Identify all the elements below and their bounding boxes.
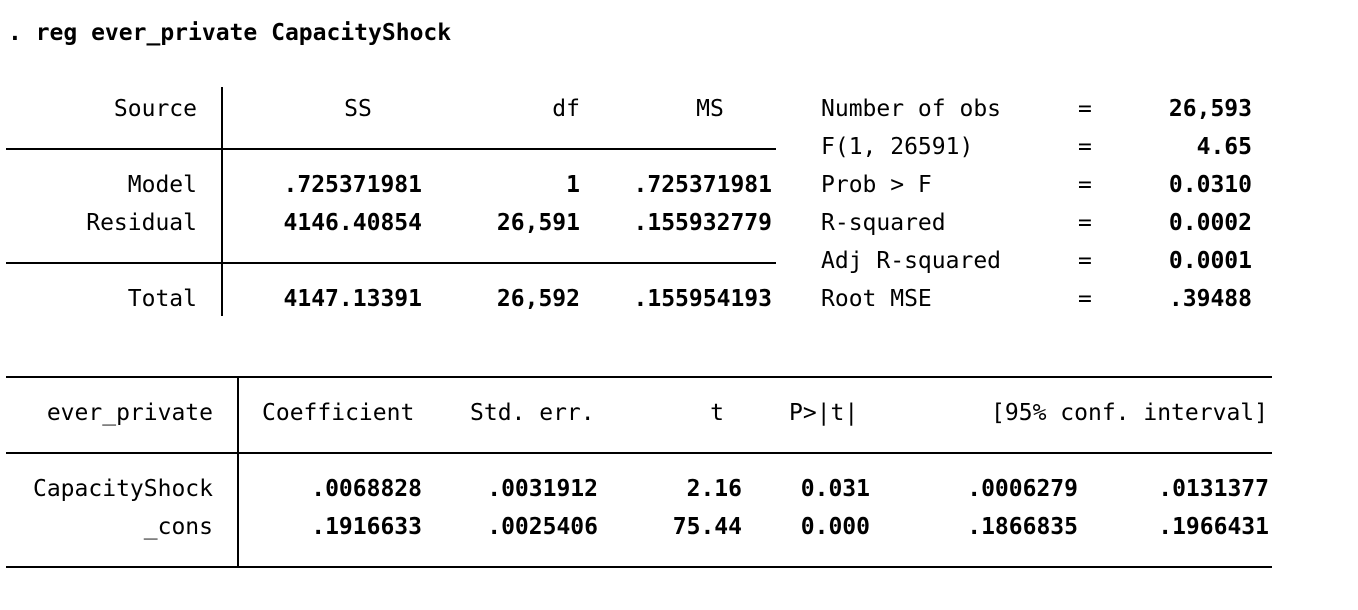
coef-header-rule: [6, 452, 1272, 454]
anova-row-ss: .725371981: [283, 172, 422, 198]
coef-header-p: P>|t|: [789, 400, 859, 426]
stat-label: Number of obs: [821, 96, 1002, 122]
coef-row-ci-high: .0131377: [1158, 476, 1269, 502]
stat-label: F(1, 26591): [821, 134, 974, 160]
anova-header-df: df: [552, 96, 580, 122]
anova-row-label: Model: [127, 172, 197, 198]
command-line: . reg ever_private CapacityShock: [8, 20, 452, 46]
stat-value: 0.0002: [1168, 210, 1252, 236]
coef-row-var: _cons: [143, 514, 213, 540]
anova-vertical-rule: [221, 87, 223, 316]
coef-header-coefficient: Coefficient: [262, 400, 415, 426]
coef-row-p: 0.000: [800, 514, 870, 540]
coef-vertical-rule: [237, 377, 239, 567]
coef-bottom-rule: [6, 566, 1272, 568]
anova-row-ss: 4147.13391: [283, 286, 422, 312]
stat-equals: =: [1078, 96, 1092, 122]
coef-header-depvar: ever_private: [46, 400, 213, 426]
coef-row-t: 75.44: [672, 514, 742, 540]
anova-row-label: Residual: [86, 210, 197, 236]
coef-row-coef: .1916633: [311, 514, 422, 540]
stat-label: Adj R-squared: [821, 248, 1002, 274]
anova-row-ss: 4146.40854: [283, 210, 422, 236]
anova-total-rule: [6, 262, 776, 264]
stat-label: Prob > F: [821, 172, 932, 198]
coef-row-se: .0031912: [487, 476, 598, 502]
coef-row-se: .0025406: [487, 514, 598, 540]
stat-label: R-squared: [821, 210, 946, 236]
coef-row-ci-low: .1866835: [967, 514, 1078, 540]
coef-row-ci-low: .0006279: [967, 476, 1078, 502]
anova-row-df: 26,591: [496, 210, 580, 236]
stat-equals: =: [1078, 172, 1092, 198]
anova-row-ms: .155932779: [633, 210, 772, 236]
anova-row-df: 26,592: [496, 286, 580, 312]
coef-top-rule: [6, 376, 1272, 378]
coef-row-var: CapacityShock: [32, 476, 213, 502]
anova-row-label: Total: [127, 286, 197, 312]
stat-equals: =: [1078, 286, 1092, 312]
stat-equals: =: [1078, 134, 1092, 160]
coef-header-ci: [95% conf. interval]: [991, 400, 1268, 426]
stat-value: .39488: [1168, 286, 1252, 312]
stat-value: 0.0001: [1168, 248, 1252, 274]
anova-row-df: 1: [566, 172, 580, 198]
coef-header-stderr: Std. err.: [470, 400, 595, 426]
stat-equals: =: [1078, 248, 1092, 274]
anova-header-ms: MS: [696, 96, 724, 122]
coef-row-coef: .0068828: [311, 476, 422, 502]
stat-value: 0.0310: [1168, 172, 1252, 198]
anova-header-source: Source: [113, 96, 197, 122]
anova-row-ms: .155954193: [633, 286, 772, 312]
anova-header-rule: [6, 148, 776, 150]
anova-row-ms: .725371981: [633, 172, 772, 198]
stat-equals: =: [1078, 210, 1092, 236]
coef-header-t: t: [710, 400, 724, 426]
stat-value: 26,593: [1168, 96, 1252, 122]
coef-row-t: 2.16: [686, 476, 742, 502]
coef-row-ci-high: .1966431: [1158, 514, 1269, 540]
stat-value: 4.65: [1196, 134, 1252, 160]
stat-label: Root MSE: [821, 286, 932, 312]
anova-header-ss: SS: [344, 96, 372, 122]
coef-row-p: 0.031: [800, 476, 870, 502]
